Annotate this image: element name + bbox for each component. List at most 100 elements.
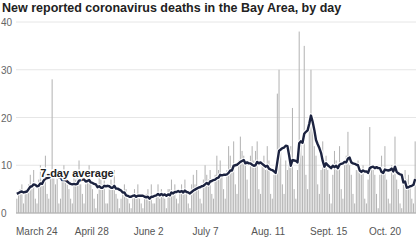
bar <box>415 141 416 213</box>
bar <box>403 184 404 213</box>
bar <box>210 170 211 213</box>
bar <box>258 189 259 213</box>
bar <box>62 180 63 213</box>
bar <box>270 194 271 213</box>
bar <box>57 175 58 213</box>
y-tick-label: 0 <box>1 208 7 219</box>
bar <box>68 189 69 213</box>
bar <box>205 165 206 213</box>
bar <box>307 189 308 213</box>
grid-line <box>16 117 416 118</box>
bar <box>60 199 61 213</box>
bar <box>297 170 298 213</box>
x-tick-label: June 2 <box>134 226 164 237</box>
bar <box>184 180 185 213</box>
bar <box>344 165 345 213</box>
bar <box>386 180 387 213</box>
bar <box>240 137 241 213</box>
bar <box>260 194 261 213</box>
bar <box>334 151 335 213</box>
bar <box>220 160 221 213</box>
bar <box>235 184 236 213</box>
bar <box>305 175 306 213</box>
average-line <box>17 116 415 199</box>
bar <box>321 170 322 213</box>
bar <box>228 146 229 213</box>
grid <box>16 22 416 213</box>
bar <box>381 156 382 213</box>
bar <box>92 189 93 213</box>
bar <box>280 151 281 213</box>
bar <box>94 199 95 213</box>
bar <box>285 160 286 213</box>
bar <box>139 199 140 213</box>
bar <box>279 70 280 213</box>
bar <box>379 175 380 213</box>
bar <box>349 165 350 213</box>
x-tick-label: Sept. 15 <box>310 226 348 237</box>
bar <box>200 199 201 213</box>
bar <box>67 184 68 213</box>
bar <box>389 203 390 213</box>
bar <box>82 194 83 213</box>
bar <box>119 208 120 213</box>
bar <box>216 156 217 213</box>
bar <box>33 170 34 213</box>
bar <box>193 175 194 213</box>
bar <box>329 194 330 213</box>
bar <box>211 194 212 213</box>
bar <box>45 156 46 213</box>
bar <box>107 203 108 213</box>
bar <box>331 203 332 213</box>
bar <box>366 203 367 213</box>
bar <box>84 203 85 213</box>
bar <box>18 194 19 213</box>
x-tick-label: April 28 <box>75 226 109 237</box>
bar <box>238 160 239 213</box>
bar <box>247 180 248 213</box>
bar <box>191 184 192 213</box>
bar <box>221 175 222 213</box>
bar <box>314 146 315 213</box>
bar <box>137 184 138 213</box>
bar <box>393 175 394 213</box>
bar <box>230 156 231 213</box>
bar <box>396 180 397 213</box>
bar <box>52 79 53 213</box>
x-tick-label: July 7 <box>192 226 219 237</box>
bar <box>188 203 189 213</box>
bar <box>201 203 202 213</box>
bar <box>287 170 288 213</box>
bar <box>131 208 132 213</box>
bar <box>114 170 115 213</box>
bar <box>284 194 285 213</box>
bar <box>408 175 409 213</box>
bar <box>117 199 118 213</box>
bar <box>48 199 49 213</box>
bar <box>173 194 174 213</box>
bar <box>359 170 360 213</box>
bar <box>248 199 249 213</box>
bar <box>21 184 22 213</box>
bar <box>236 194 237 213</box>
bar <box>361 175 362 213</box>
bar <box>384 146 385 213</box>
bar <box>398 189 399 213</box>
bar <box>58 203 59 213</box>
bar <box>347 132 348 213</box>
y-tick-label: 20 <box>1 113 13 124</box>
bar <box>245 165 246 213</box>
y-tick-label: 40 <box>1 17 13 28</box>
bar <box>310 70 311 213</box>
bar <box>225 199 226 213</box>
bar <box>262 165 263 213</box>
bar <box>95 208 96 213</box>
grid-line <box>16 69 416 70</box>
bar <box>164 199 165 213</box>
bar <box>176 199 177 213</box>
bar <box>50 175 51 213</box>
line-halo <box>17 116 415 199</box>
bar <box>121 199 122 213</box>
bar <box>317 184 318 213</box>
bar <box>282 184 283 213</box>
